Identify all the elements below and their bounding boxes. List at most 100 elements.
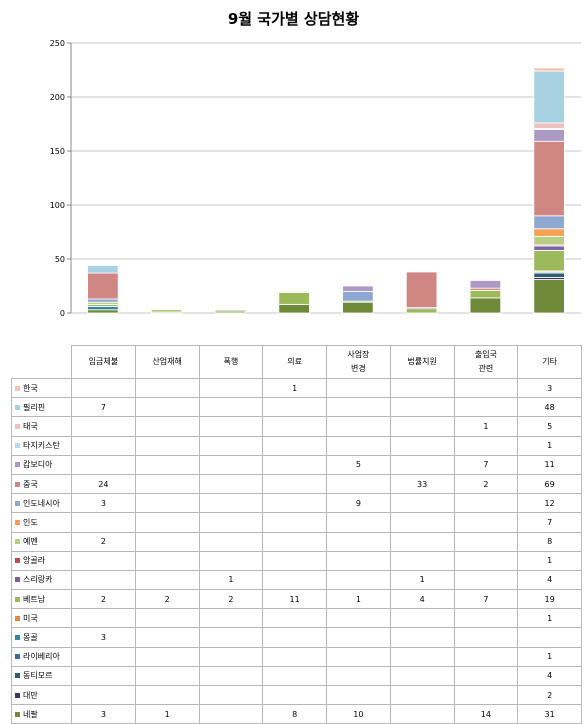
data-cell — [198, 435, 264, 456]
legend-swatch — [15, 558, 20, 564]
data-cell: 7 — [517, 512, 582, 533]
data-table: 임금체불 산업재해 폭행 의료 사업장 변경 법률지원 출입국 관련 기타 한국 1 3 필리핀 7 48 태국… — [11, 345, 582, 724]
data-cell — [326, 377, 391, 399]
bar-segment — [533, 128, 565, 142]
data-cell — [262, 454, 327, 475]
legend-swatch — [15, 596, 20, 602]
data-cell: 5 — [517, 416, 582, 437]
data-cell — [198, 608, 264, 629]
legend-entry: 미국 — [11, 608, 72, 629]
table-row: 베트남 2 2 2 11 1 4 7 19 — [11, 589, 582, 610]
bar-stacks — [87, 67, 565, 314]
bar-segment — [214, 309, 247, 312]
x-category-label: 임금체불 — [71, 345, 136, 379]
data-cell: 14 — [453, 704, 519, 724]
data-cell: 7 — [71, 397, 136, 418]
legend-swatch — [15, 673, 20, 679]
x-category-label-line: 폭행 — [223, 357, 239, 366]
y-tick-label: 250 — [50, 39, 65, 48]
data-cell — [326, 627, 391, 648]
bar-segment — [87, 265, 119, 274]
legend-label: 베트남 — [23, 594, 46, 604]
bar-segment — [533, 67, 565, 72]
data-cell — [134, 435, 200, 456]
data-cell — [262, 569, 327, 591]
legend-entry: 타지키스탄 — [11, 435, 72, 456]
legend-entry: 중국 — [11, 473, 72, 495]
legend-label: 인도네시아 — [23, 498, 60, 508]
chart-title: 9월 국가별 상담현황 — [227, 10, 360, 28]
data-cell — [389, 665, 455, 687]
legend-entry: 태국 — [11, 416, 72, 437]
data-cell — [134, 627, 200, 648]
data-cell — [453, 608, 519, 629]
data-cell — [326, 569, 391, 591]
data-cell — [134, 608, 200, 629]
bar-segment — [278, 303, 310, 314]
legend-entry: 네팔 — [11, 704, 72, 724]
data-cell — [453, 493, 519, 514]
data-cell — [326, 512, 391, 533]
legend-entry: 베트남 — [11, 589, 72, 610]
data-cell: 1 — [517, 550, 582, 571]
x-category-label-line: 출입국 — [474, 350, 497, 359]
data-cell: 3 — [71, 627, 136, 648]
table-row: 필리핀 7 48 — [11, 397, 582, 418]
x-category-label: 산업재해 — [134, 345, 200, 379]
table-row: 라이베리아 1 — [11, 646, 582, 667]
table-row: 미국 1 — [11, 608, 582, 629]
table-row: 예멘 2 8 — [11, 531, 582, 552]
legend-swatch — [15, 404, 20, 410]
data-cell — [134, 646, 200, 667]
data-cell: 33 — [389, 473, 455, 495]
bar-segment — [533, 272, 565, 278]
data-cell — [198, 704, 264, 724]
table-row: 한국 1 3 — [11, 377, 582, 399]
legend-label: 동티모르 — [23, 671, 53, 681]
data-cell: 24 — [71, 473, 136, 495]
bar-segment — [342, 290, 374, 302]
table-corner — [12, 346, 72, 379]
data-cell — [134, 665, 200, 687]
data-cell — [71, 550, 136, 571]
x-category-label: 의료 — [262, 345, 327, 379]
data-cell — [389, 454, 455, 475]
data-cell — [262, 550, 327, 571]
x-category-label: 기타 — [517, 345, 582, 379]
legend-label: 캄보디아 — [23, 460, 53, 470]
data-cell — [389, 377, 455, 399]
table-row: 대만 2 — [11, 684, 582, 706]
data-cell: 5 — [326, 454, 391, 475]
table-row: 인도네시아 3 9 12 — [11, 493, 582, 514]
data-cell — [453, 435, 519, 456]
data-cell — [453, 569, 519, 591]
data-cell: 7 — [453, 589, 519, 610]
data-cell — [198, 416, 264, 437]
bar-segment — [87, 298, 119, 303]
data-cell — [453, 512, 519, 533]
data-cell — [326, 608, 391, 629]
legend-swatch — [15, 654, 20, 660]
legend-label: 타지키스탄 — [23, 441, 60, 451]
data-cell — [326, 416, 391, 437]
bar-segment — [87, 309, 119, 314]
data-cell — [198, 512, 264, 533]
legend-label: 스리랑카 — [23, 575, 53, 585]
bar-segment — [533, 245, 565, 251]
data-cell: 1 — [134, 704, 200, 724]
bar-segment — [533, 215, 565, 230]
legend-entry: 예멘 — [11, 531, 72, 552]
bar-segment — [533, 235, 565, 246]
data-cell: 1 — [389, 569, 455, 591]
legend-entry: 몽골 — [11, 627, 72, 648]
data-cell: 1 — [517, 646, 582, 667]
data-cell: 2 — [453, 473, 519, 495]
legend-label: 태국 — [23, 421, 38, 431]
data-cell — [389, 550, 455, 571]
bar-segment — [342, 301, 374, 314]
data-cell — [134, 569, 200, 591]
legend-swatch — [15, 615, 20, 621]
data-cell — [389, 512, 455, 533]
x-category-label-line: 의료 — [287, 357, 302, 366]
legend-label: 예멘 — [23, 537, 38, 547]
